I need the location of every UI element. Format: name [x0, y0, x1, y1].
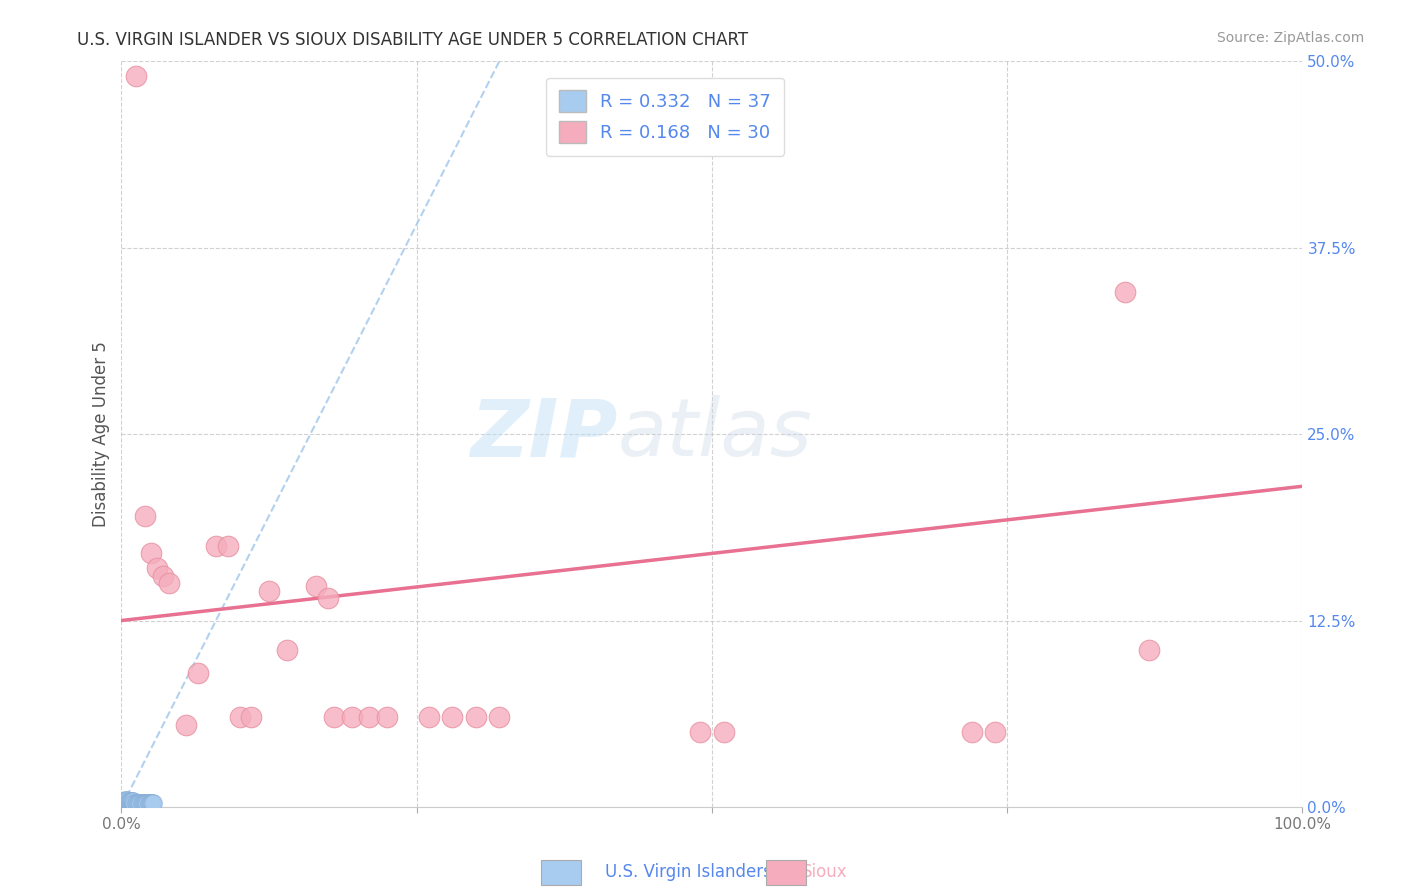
Point — [112, 796, 135, 810]
Point — [146, 561, 169, 575]
Point — [340, 710, 363, 724]
Point — [323, 710, 346, 724]
Point — [176, 718, 198, 732]
Point — [118, 794, 141, 808]
Point — [124, 796, 146, 810]
Point — [117, 794, 139, 808]
Point — [375, 710, 398, 724]
Point — [122, 794, 145, 808]
Point — [142, 796, 165, 810]
Point — [117, 794, 139, 808]
Point — [276, 643, 298, 657]
Point — [124, 796, 146, 810]
Point — [141, 796, 163, 810]
Text: atlas: atlas — [617, 395, 813, 473]
Point — [115, 796, 138, 810]
Text: U.S. VIRGIN ISLANDER VS SIOUX DISABILITY AGE UNDER 5 CORRELATION CHART: U.S. VIRGIN ISLANDER VS SIOUX DISABILITY… — [77, 31, 748, 49]
Text: Source: ZipAtlas.com: Source: ZipAtlas.com — [1216, 31, 1364, 45]
Point — [139, 796, 162, 810]
Point — [1137, 643, 1160, 657]
Point — [316, 591, 339, 606]
Text: Sioux: Sioux — [801, 863, 846, 881]
Point — [205, 539, 228, 553]
Point — [134, 796, 156, 810]
Point — [131, 796, 153, 810]
Point — [157, 576, 180, 591]
Point — [240, 710, 263, 724]
Point — [464, 710, 486, 724]
Text: ZIP: ZIP — [470, 395, 617, 473]
Point — [117, 796, 139, 810]
Point — [117, 796, 139, 810]
Point — [138, 796, 160, 810]
Point — [118, 796, 141, 810]
Text: U.S. Virgin Islanders: U.S. Virgin Islanders — [605, 863, 772, 881]
Point — [117, 792, 139, 806]
Point — [217, 539, 239, 553]
Point — [127, 796, 149, 810]
Point — [418, 710, 440, 724]
Point — [1114, 285, 1136, 300]
Point — [187, 665, 209, 680]
Legend: R = 0.332   N = 37, R = 0.168   N = 30: R = 0.332 N = 37, R = 0.168 N = 30 — [546, 78, 783, 156]
Point — [125, 796, 148, 810]
Point — [112, 794, 135, 808]
Point — [228, 710, 250, 724]
Point — [305, 579, 328, 593]
Point — [121, 796, 143, 810]
Point — [121, 794, 143, 808]
Point — [128, 796, 150, 810]
Point — [689, 725, 711, 739]
Point — [136, 796, 159, 810]
Point — [257, 583, 280, 598]
Point — [152, 568, 174, 582]
Point — [135, 796, 157, 810]
Point — [124, 69, 146, 83]
Point — [984, 725, 1007, 739]
Point — [120, 796, 142, 810]
Point — [132, 796, 155, 810]
Point — [114, 792, 136, 806]
Point — [131, 796, 153, 810]
Point — [960, 725, 983, 739]
Point — [120, 794, 142, 808]
Point — [134, 509, 156, 524]
Point — [129, 796, 152, 810]
Point — [488, 710, 510, 724]
Point — [139, 546, 162, 560]
Point — [115, 794, 138, 808]
Point — [139, 796, 162, 810]
Point — [122, 796, 145, 810]
Point — [114, 796, 136, 810]
Point — [111, 796, 134, 810]
Y-axis label: Disability Age Under 5: Disability Age Under 5 — [93, 341, 110, 527]
Point — [359, 710, 381, 724]
Point — [441, 710, 464, 724]
Point — [713, 725, 735, 739]
